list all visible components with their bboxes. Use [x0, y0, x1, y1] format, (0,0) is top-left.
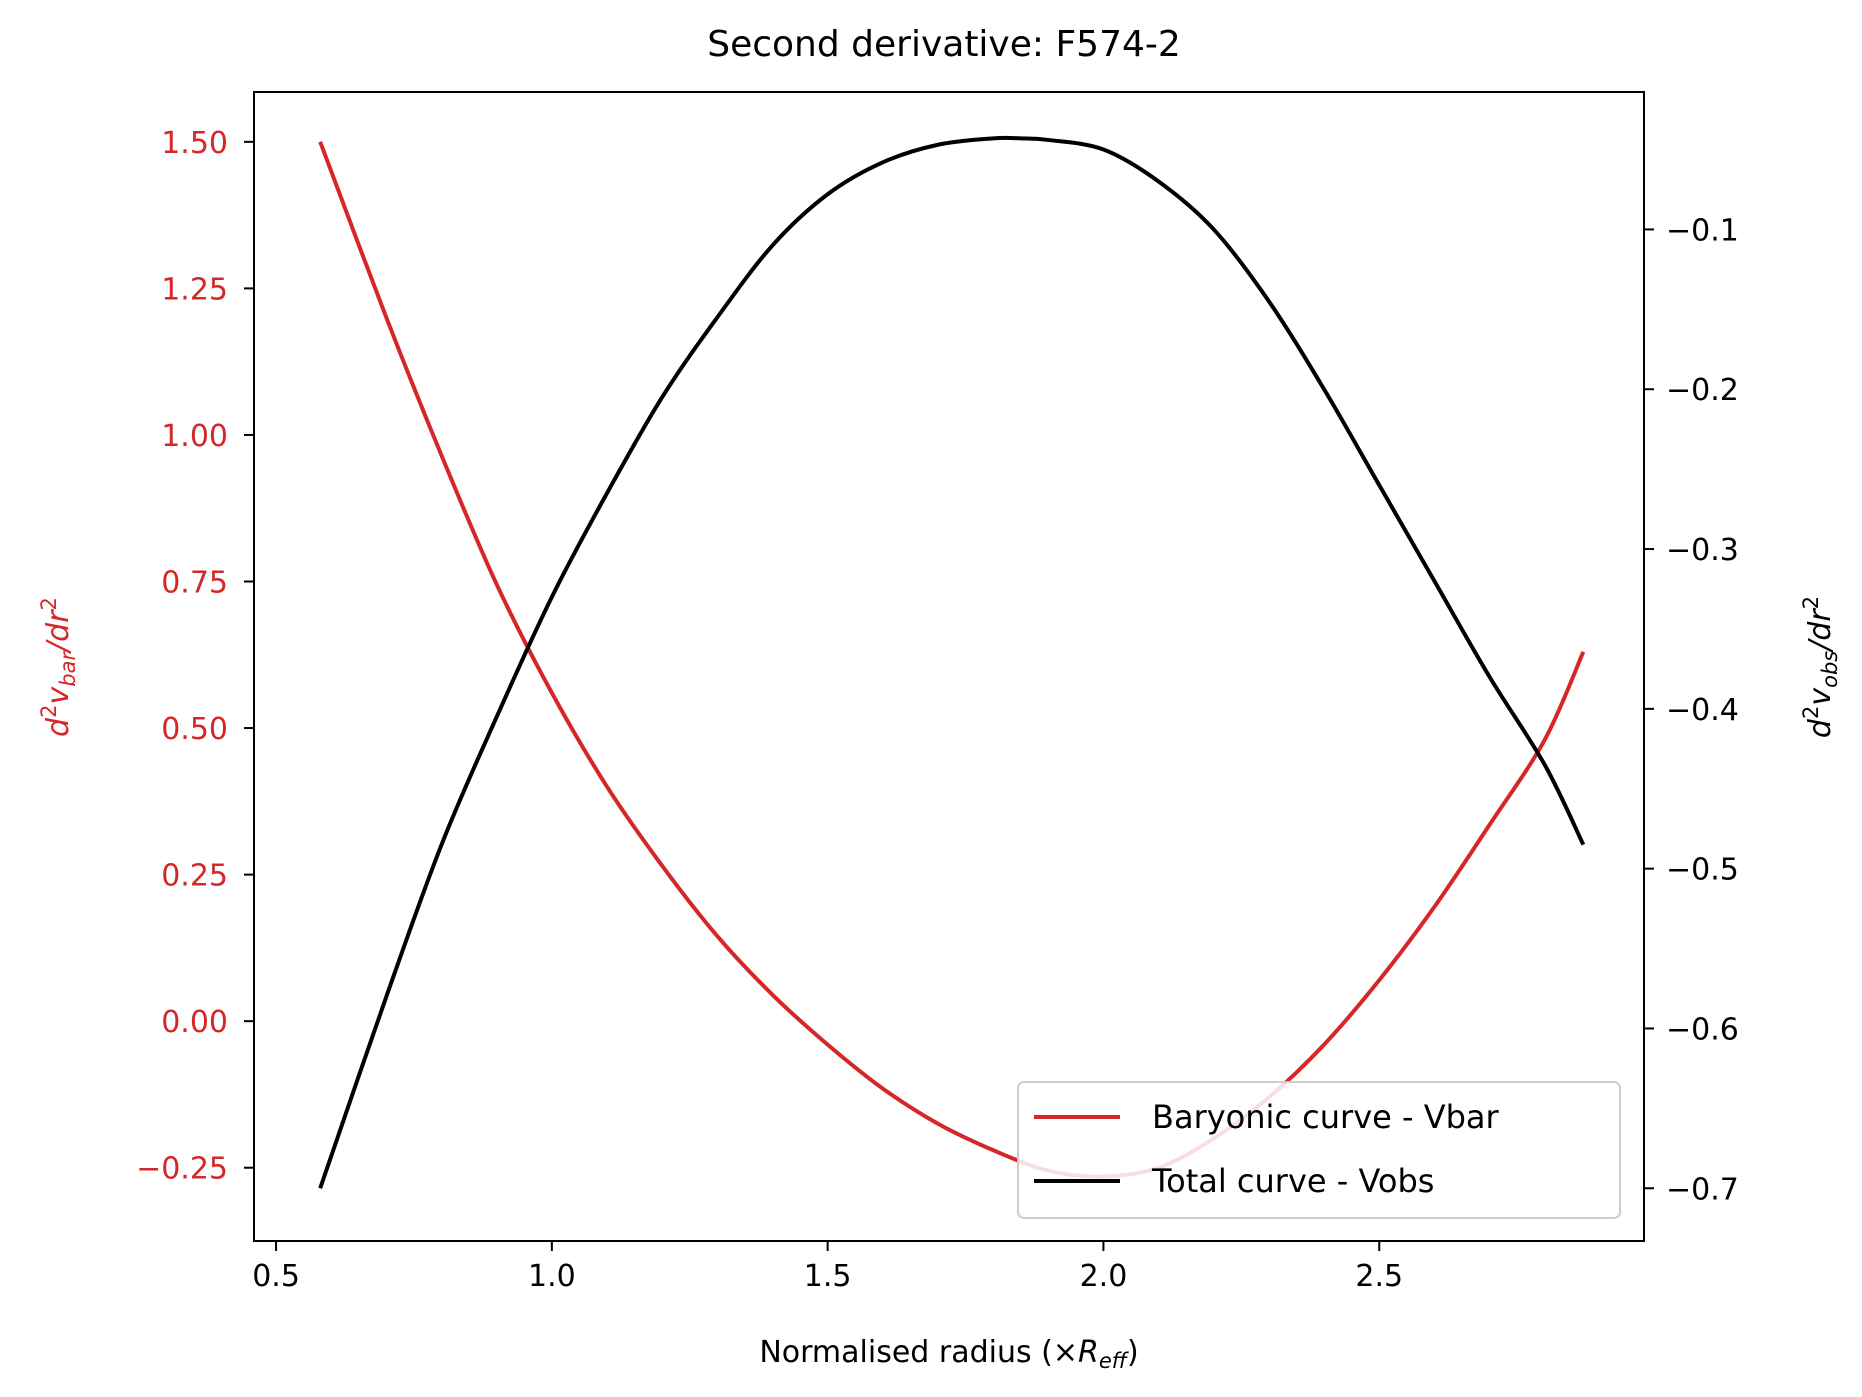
y-left-tick-label: 0.50 [161, 712, 228, 747]
y-left-label-d: d [41, 717, 76, 737]
x-tick-label: 1.5 [804, 1259, 852, 1294]
y-right-label-v: v [1803, 687, 1838, 706]
plot-frame [253, 91, 1645, 1242]
x-tick-label: 2.5 [1355, 1259, 1403, 1294]
x-axis: 0.5 1.0 1.5 2.0 2.5 [252, 1241, 1403, 1294]
legend: Baryonic curve - Vbar Total curve - Vobs [1017, 1081, 1621, 1219]
series-line-total [318, 135, 1586, 1189]
y-right-tick-label: −0.6 [1666, 1012, 1739, 1047]
y-left-tick-label: −0.25 [136, 1152, 228, 1187]
y-axis-right: −0.7 −0.6 −0.5 −0.4 −0.3 −0.2 −0.1 [1644, 213, 1739, 1207]
y-right-tick-label: −0.4 [1666, 693, 1739, 728]
plot-background [254, 92, 1644, 1241]
x-tick-label: 0.5 [252, 1259, 300, 1294]
x-axis-label-subscript: eff [1099, 1349, 1130, 1373]
y-right-tick-label: −0.2 [1666, 373, 1739, 408]
y-right-label-mid: /dr [1803, 608, 1838, 654]
y-left-tick-label: 1.50 [161, 126, 228, 161]
plot-area [253, 91, 1645, 1242]
y-right-label-d: d [1803, 718, 1838, 738]
y-right-tick-label: −0.5 [1666, 853, 1739, 888]
y-right-tick-label: −0.1 [1666, 213, 1739, 248]
legend-label-baryonic: Baryonic curve - Vbar [1152, 1098, 1500, 1136]
y-left-tick-label: 1.00 [161, 419, 228, 454]
y-left-label-sub: bar [56, 651, 80, 687]
y-left-tick-label: 0.25 [161, 859, 228, 894]
y-axis-left-label: d2vbar/dr2 [37, 597, 80, 737]
x-tick-label: 2.0 [1080, 1259, 1128, 1294]
y-axis-right-label: d2vobs/dr2 [1799, 596, 1842, 738]
y-left-tick-label: 0.75 [161, 565, 228, 600]
series-line-baryonic [318, 141, 1586, 1179]
x-tick-label: 1.0 [528, 1259, 576, 1294]
chart-title: Second derivative: F574-2 [707, 24, 1181, 65]
y-right-tick-label: −0.3 [1666, 533, 1739, 568]
y-left-label-v: v [41, 686, 76, 705]
y-left-label-sup2: 2 [37, 597, 61, 610]
x-axis-label-variable: R [1078, 1335, 1099, 1370]
x-axis-label-prefix: Normalised radius (× [759, 1335, 1078, 1370]
legend-label-total: Total curve - Vobs [1151, 1162, 1434, 1200]
y-right-label-sub: obs [1818, 651, 1842, 688]
y-axis-left: −0.25 0.00 0.25 0.50 0.75 1.00 1.25 1.50 [136, 126, 254, 1187]
y-right-tick-label: −0.7 [1666, 1172, 1739, 1207]
y-left-tick-label: 0.00 [161, 1005, 228, 1040]
legend-box [1017, 1081, 1621, 1219]
y-right-label-sup2: 2 [1799, 596, 1823, 609]
x-axis-label: Normalised radius (×Reff) [759, 1335, 1138, 1373]
x-axis-label-suffix: ) [1127, 1335, 1139, 1370]
y-left-label-sup: 2 [37, 705, 61, 718]
y-left-tick-label: 1.25 [161, 272, 228, 307]
series-layer [318, 135, 1586, 1189]
y-left-label-mid: /dr [41, 609, 76, 655]
y-right-label-sup: 2 [1799, 706, 1823, 719]
